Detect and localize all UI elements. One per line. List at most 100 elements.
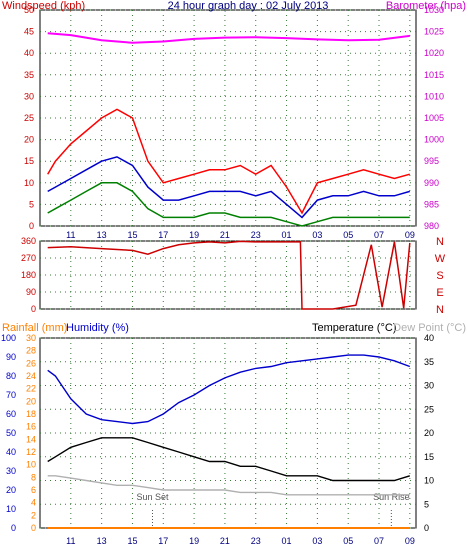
x-tick-label: 17: [158, 536, 168, 546]
direction-tick-label: 0: [31, 304, 36, 314]
direction-tick-label: 180: [21, 270, 36, 280]
x-tick-label: 11: [66, 230, 75, 240]
sun-annotation-label: Sun Rise: [373, 492, 410, 502]
direction-tick-label: 360: [21, 236, 36, 246]
right-tick-label: 990: [424, 178, 439, 188]
x-tick-label: 11: [66, 536, 75, 546]
right-tick-label: 1015: [424, 70, 444, 80]
left-tick-label: 25: [24, 113, 34, 123]
left-tick-label: 35: [24, 70, 34, 80]
rainfall-tick-label: 14: [26, 434, 36, 444]
direction-tick-label: 90: [26, 287, 36, 297]
right-tick-label: 1020: [424, 48, 444, 58]
x-tick-label: 05: [343, 230, 353, 240]
x-tick-label: 07: [374, 536, 384, 546]
compass-label: E: [436, 287, 443, 299]
rainfall-label: Rainfall (mm): [2, 322, 67, 334]
x-tick-label: 09: [405, 230, 415, 240]
temperature-tick-label: 30: [424, 381, 434, 391]
rainfall-tick-label: 16: [26, 422, 36, 432]
x-tick-label: 15: [127, 230, 137, 240]
temperature-ticks: 0 5 10 15 20 25 30 35 40: [424, 333, 434, 533]
temperature-line: [47, 437, 411, 482]
x-tick-label: 01: [282, 536, 292, 546]
min-speed-line: [47, 182, 410, 227]
dew-point-line: [47, 475, 410, 496]
right-tick-label: 985: [424, 199, 439, 209]
direction-plot-area: [39, 240, 417, 310]
rainfall-tick-label: 30: [26, 333, 36, 343]
right-tick-label: 1030: [424, 5, 444, 15]
chart-title: 24 hour graph day : 02 July 2013: [168, 0, 329, 12]
wind-plot-area: [39, 9, 417, 227]
temperature-tick-label: 35: [424, 357, 434, 367]
temperature-tick-label: 10: [424, 476, 434, 486]
left-tick-label: 5: [29, 199, 34, 209]
rainfall-tick-label: 4: [31, 498, 36, 508]
x-tick-label: 03: [312, 230, 322, 240]
humidity-tick-label: 0: [11, 523, 16, 533]
humidity-ticks: 0 10 20 30 40 50 60 70 80 90 100: [1, 333, 16, 533]
humidity-tick-label: 100: [1, 333, 16, 343]
x-tick-label: 19: [189, 230, 199, 240]
climate-panel: Rainfall (mm) Humidity (%) Temperature (…: [1, 322, 466, 546]
right-tick-label: 995: [424, 156, 439, 166]
temperature-tick-label: 0: [424, 523, 429, 533]
rainfall-tick-label: 2: [31, 510, 36, 520]
gust-line: [47, 108, 411, 215]
rainfall-tick-label: 12: [26, 447, 36, 457]
wind-panel: Windspeed (kph) 24 hour graph day : 02 J…: [2, 0, 466, 240]
humidity-label: Humidity (%): [66, 322, 129, 334]
humidity-line: [47, 354, 411, 425]
rainfall-tick-label: 0: [31, 523, 36, 533]
temperature-tick-label: 5: [424, 499, 429, 509]
temperature-tick-label: 15: [424, 452, 434, 462]
humidity-tick-label: 80: [6, 371, 16, 381]
rainfall-tick-label: 24: [26, 371, 36, 381]
right-tick-label: 1010: [424, 91, 444, 101]
direction-tick-label: 270: [21, 253, 36, 263]
x-tick-label: 23: [251, 536, 261, 546]
x-tick-label: 21: [220, 230, 230, 240]
x-tick-label: 05: [343, 536, 353, 546]
climate-series: [47, 354, 411, 529]
rainfall-tick-label: 8: [31, 472, 36, 482]
climate-gridlines: [40, 337, 416, 529]
wind-left-ticks: 0 5 10 15 20 25 30 35 40 45 50: [24, 5, 34, 231]
barometer-right-ticks: 980 985 990 995 1000 1005 1010 1015 1020 1025 1030: [424, 5, 444, 231]
humidity-tick-label: 50: [6, 428, 16, 438]
climate-x-ticks: 11 13 15 17 19 21 23 01 03 05 07 09: [66, 536, 415, 546]
humidity-tick-label: 30: [6, 466, 16, 476]
x-tick-label: 15: [127, 536, 137, 546]
rainfall-tick-label: 26: [26, 358, 36, 368]
right-tick-label: 1000: [424, 135, 444, 145]
sun-annotations: Sun Set Sun Rise: [136, 492, 410, 528]
sun-annotation-label: Sun Set: [136, 492, 169, 502]
rainfall-tick-label: 20: [26, 396, 36, 406]
x-tick-label: 23: [251, 230, 261, 240]
left-tick-label: 20: [24, 135, 34, 145]
right-tick-label: 980: [424, 221, 439, 231]
left-tick-label: 40: [24, 48, 34, 58]
compass-label: N: [436, 304, 444, 316]
humidity-tick-label: 90: [6, 352, 16, 362]
left-tick-label: 15: [24, 156, 34, 166]
humidity-tick-label: 40: [6, 447, 16, 457]
x-tick-label: 07: [374, 230, 384, 240]
wind-x-ticks: 11 13 15 17 19 21 23 01 03 05 07 09: [66, 230, 415, 240]
x-tick-label: 13: [97, 536, 107, 546]
right-tick-label: 1025: [424, 27, 444, 37]
left-tick-label: 0: [29, 221, 34, 231]
humidity-tick-label: 20: [6, 485, 16, 495]
wind-direction-line: [47, 240, 411, 310]
compass-label: N: [436, 236, 444, 248]
compass-label: W: [435, 253, 446, 265]
barometer-right-label: Barometer (hpa): [386, 0, 466, 12]
wind-series: [47, 32, 411, 227]
x-tick-label: 03: [312, 536, 322, 546]
